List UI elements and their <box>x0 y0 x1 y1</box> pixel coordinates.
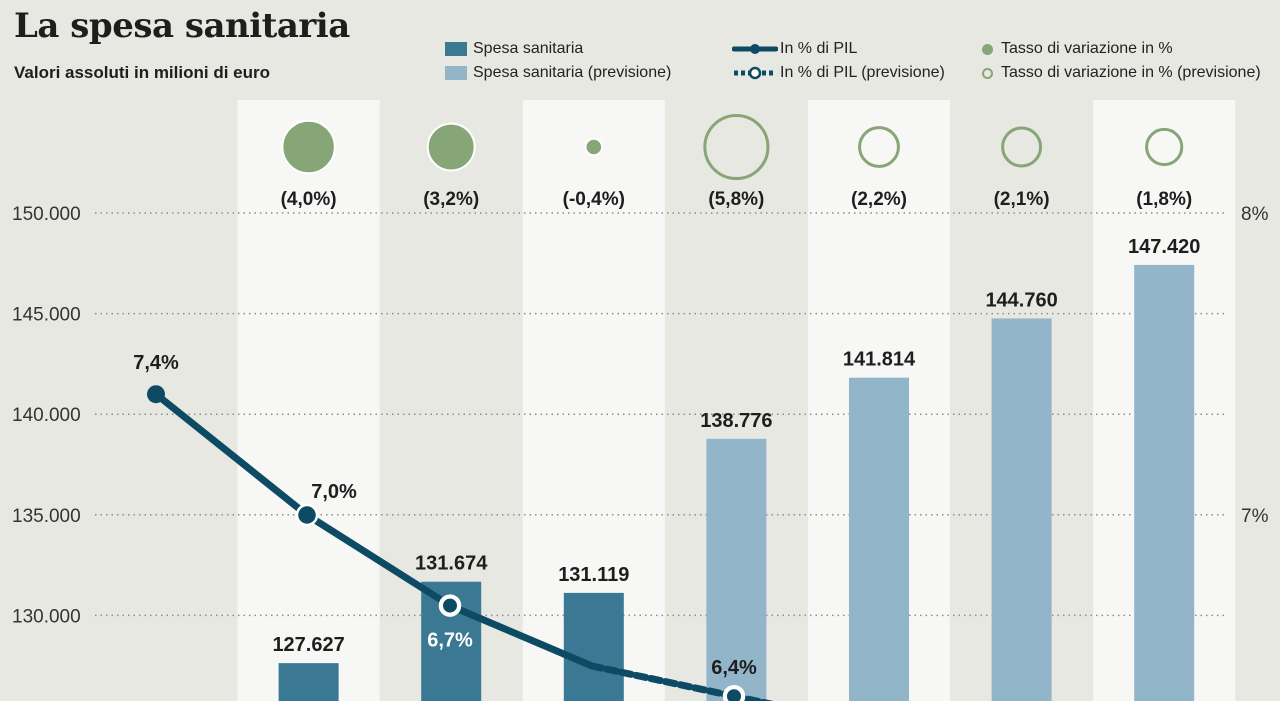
pil-line-segment <box>446 602 596 670</box>
y-left-tick-label: 135.000 <box>12 506 81 527</box>
bar-value-label: 127.627 <box>272 634 344 656</box>
bar <box>563 592 624 701</box>
y-left-tick-label: 150.000 <box>12 204 81 225</box>
rate-circle <box>584 137 604 157</box>
legend-label-rate: Tasso di variazione in % <box>1001 40 1173 57</box>
pil-value-label: 6,7% <box>427 630 473 652</box>
rate-circle-forecast <box>703 113 770 181</box>
legend-swatch-forecast <box>445 66 467 80</box>
rate-label: (2,1%) <box>994 189 1050 210</box>
pil-value-label: 7,4% <box>133 352 179 374</box>
legend-label-pil-forecast: In % di PIL (previsione) <box>780 64 945 81</box>
pil-point <box>147 385 165 404</box>
legend-dot-filled-icon <box>982 43 993 55</box>
rate-label: (4,0%) <box>281 189 337 210</box>
y-left-tick-label: 130.000 <box>12 606 81 627</box>
legend-label-actual: Spesa sanitaria <box>473 40 584 57</box>
y-right-tick-label: 8% <box>1241 204 1269 225</box>
column-band <box>237 100 380 701</box>
legend-item-pil-forecast: In % di PIL (previsione) <box>732 64 945 82</box>
chart-subtitle: Valori assoluti in milioni di euro <box>14 63 270 82</box>
legend-item-rate-forecast: Tasso di variazione in % (previsione) <box>982 64 1261 82</box>
chart-title: La spesa sanitaria <box>14 6 350 46</box>
rate-circle <box>426 122 476 172</box>
pil-point-ring <box>441 596 459 615</box>
pil-value-label: 6,3% <box>854 699 900 701</box>
pil-point <box>295 503 319 527</box>
bar <box>991 318 1052 701</box>
legend-label-rate-forecast: Tasso di variazione in % (previsione) <box>1001 64 1261 81</box>
bar <box>849 377 909 701</box>
pil-point-ring <box>725 687 743 701</box>
legend-line-solid-icon <box>732 44 778 54</box>
rate-label: (2,2%) <box>851 189 907 210</box>
pil-value-label: 6,4% <box>711 657 757 679</box>
y-left-tick-label: 140.000 <box>12 405 81 426</box>
bar <box>706 438 767 701</box>
rate-label: (1,8%) <box>1136 189 1192 210</box>
y-right-tick-label: 7% <box>1241 506 1269 527</box>
pil-value-label: 7,0% <box>311 481 357 503</box>
rate-label: (3,2%) <box>423 189 479 210</box>
legend-item-forecast: Spesa sanitaria (previsione) <box>445 64 671 82</box>
legend-label-pil: In % di PIL <box>780 40 858 57</box>
pil-value-label: 6,3% <box>997 699 1043 701</box>
rate-circle-forecast <box>1145 127 1184 167</box>
bar <box>278 663 339 701</box>
bar-value-label: 141.814 <box>843 349 916 371</box>
legend-item-actual: Spesa sanitaria <box>445 40 583 58</box>
bar <box>1134 264 1195 701</box>
pil-line-segment <box>303 511 454 610</box>
legend-label-forecast: Spesa sanitaria (previsione) <box>473 64 672 81</box>
legend-line-dashed-icon <box>734 66 776 80</box>
y-left-tick-label: 145.000 <box>12 305 81 326</box>
bar-value-label: 131.119 <box>558 564 629 586</box>
pil-line-segment-forecast <box>588 662 738 700</box>
rate-circle <box>281 119 336 175</box>
legend-swatch-actual <box>445 42 467 56</box>
legend-dot-outline-icon <box>982 67 993 79</box>
rate-circle-forecast <box>1001 126 1043 168</box>
legend-item-pil: In % di PIL <box>732 40 857 58</box>
pil-line-segment <box>152 390 311 519</box>
bar-value-label: 144.760 <box>985 289 1057 311</box>
bar-value-label: 138.776 <box>700 410 772 432</box>
bar-value-label: 131.674 <box>415 553 488 575</box>
bar-value-label: 147.420 <box>1128 236 1200 258</box>
legend-item-rate: Tasso di variazione in % <box>982 40 1173 58</box>
rate-circle-forecast <box>858 126 900 168</box>
rate-label: (-0,4%) <box>563 189 625 210</box>
rate-label: (5,8%) <box>708 189 764 210</box>
